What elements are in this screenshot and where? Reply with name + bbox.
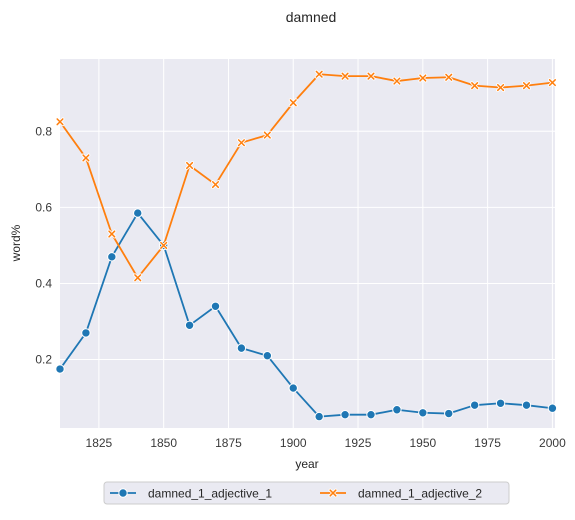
y-tick-label: 0.8 <box>35 124 52 138</box>
x-tick-label: 1900 <box>280 436 307 450</box>
x-tick-label: 1825 <box>86 436 113 450</box>
x-tick-label: 1850 <box>150 436 177 450</box>
data-point <box>340 71 350 81</box>
y-tick-label: 0.2 <box>35 353 52 367</box>
data-point <box>548 78 557 87</box>
x-tick-label: 1975 <box>474 436 501 450</box>
legend-marker <box>118 488 128 498</box>
x-tick-label: 1875 <box>215 436 242 450</box>
legend-entry: damned_1_adjective_2 <box>320 487 482 501</box>
data-point <box>521 400 532 410</box>
legend: damned_1_adjective_1 damned_1_adjective_2 <box>103 481 510 505</box>
data-point <box>236 343 247 353</box>
data-point <box>81 153 91 163</box>
data-point <box>522 81 531 91</box>
data-point <box>547 403 558 413</box>
series-damned_1_adjective_2 <box>55 69 557 283</box>
data-point <box>133 273 143 283</box>
data-point <box>444 408 454 419</box>
data-point <box>444 72 454 82</box>
data-point <box>210 301 221 311</box>
data-point <box>159 241 169 250</box>
x-tick-label: 2000 <box>539 436 566 450</box>
series-line <box>59 73 553 279</box>
legend-box <box>103 481 510 505</box>
data-point <box>392 76 402 86</box>
chart-title: damned <box>286 9 337 25</box>
grid-lines <box>60 59 555 428</box>
data-point <box>418 73 428 83</box>
data-point <box>470 81 480 91</box>
data-point <box>418 408 428 418</box>
data-point <box>133 208 143 218</box>
x-axis: 1825 1850 1875 1900 1925 1950 1975 2000 <box>86 436 567 450</box>
data-point <box>340 409 350 420</box>
data-point <box>185 161 194 170</box>
data-point <box>262 130 272 140</box>
y-axis-label: word% <box>9 224 23 262</box>
data-point <box>107 252 117 262</box>
y-tick-label: 0.6 <box>35 200 52 214</box>
legend-label: damned_1_adjective_1 <box>148 487 272 501</box>
legend-marker <box>328 488 338 498</box>
data-point <box>366 409 376 420</box>
data-point <box>262 351 273 361</box>
data-point <box>366 71 376 81</box>
data-point <box>211 180 220 189</box>
y-axis: 0.2 0.4 0.6 0.8 <box>35 124 52 366</box>
data-point <box>314 69 324 79</box>
x-tick-label: 1925 <box>345 436 372 450</box>
series-damned_1_adjective_1 <box>55 208 558 422</box>
x-axis-label: year <box>295 457 318 471</box>
series-layer <box>55 69 558 422</box>
x-tick-label: 1950 <box>409 436 436 450</box>
data-point <box>55 364 65 374</box>
data-point <box>55 117 65 127</box>
data-point <box>184 320 195 330</box>
data-point <box>496 83 505 92</box>
data-point <box>288 98 298 108</box>
legend-label: damned_1_adjective_2 <box>358 487 482 501</box>
data-point <box>237 138 246 148</box>
data-point <box>81 328 91 338</box>
data-point <box>495 398 506 408</box>
data-point <box>288 383 298 393</box>
data-point <box>469 400 480 410</box>
data-point <box>314 411 324 422</box>
plot-area <box>60 59 555 428</box>
legend-entry: damned_1_adjective_1 <box>110 487 272 501</box>
data-point <box>392 405 402 415</box>
y-tick-label: 0.4 <box>35 276 52 290</box>
data-point <box>107 229 117 239</box>
